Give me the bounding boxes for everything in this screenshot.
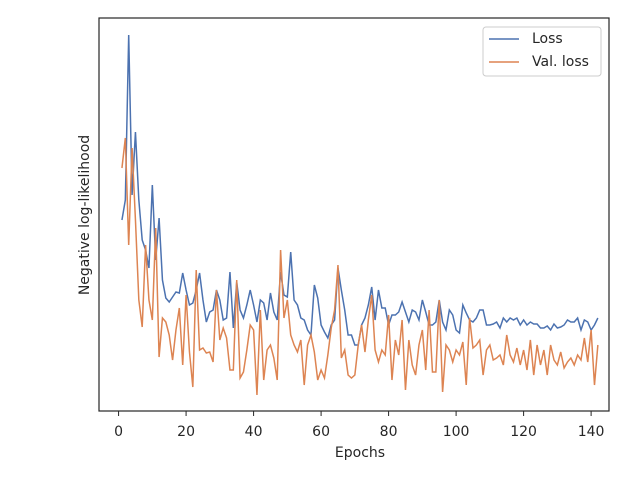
legend-label: Val. loss <box>532 54 589 70</box>
x-tick-label: 80 <box>380 424 398 440</box>
x-tick-label: 120 <box>510 424 537 440</box>
x-tick-label: 20 <box>177 424 195 440</box>
x-tick-label: 140 <box>578 424 605 440</box>
plot-frame <box>98 17 610 412</box>
legend-label: Loss <box>532 31 563 47</box>
x-tick-label: 60 <box>312 424 330 440</box>
series-line <box>121 137 599 396</box>
y-axis-label: Negative log-likelihood <box>77 135 93 295</box>
x-tick-label: 40 <box>245 424 263 440</box>
x-tick-label: 0 <box>114 424 123 440</box>
x-axis-label: Epochs <box>335 445 385 461</box>
series-line <box>121 34 599 346</box>
x-tick-label: 100 <box>443 424 470 440</box>
